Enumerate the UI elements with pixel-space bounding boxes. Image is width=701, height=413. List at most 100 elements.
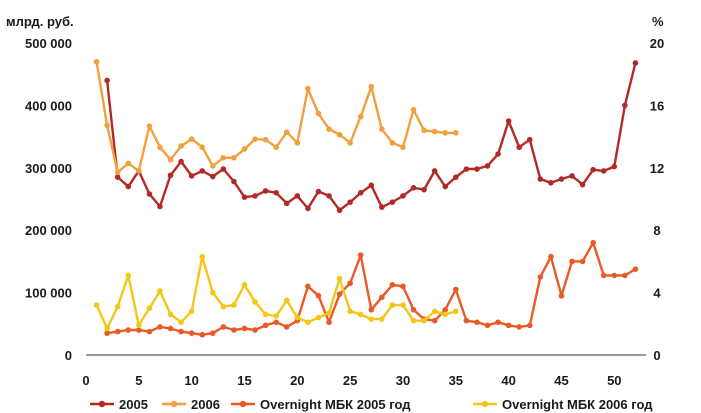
- right-tick-label: 0: [653, 348, 660, 363]
- series-2-point: [410, 306, 417, 313]
- series-2-point: [495, 319, 501, 326]
- series-3-point: [188, 308, 195, 315]
- series-2-point: [484, 322, 491, 329]
- right-tick-label: 4: [653, 286, 661, 301]
- legend-label: Overnight МБК 2005 год: [260, 397, 411, 412]
- series-2-point: [167, 325, 174, 332]
- series-2-point: [558, 292, 565, 299]
- series-3-point: [231, 302, 237, 308]
- series-1-point: [410, 106, 417, 113]
- series-0-point: [600, 168, 607, 174]
- right-tick-label: 20: [650, 36, 664, 51]
- series-0-point: [484, 163, 491, 169]
- series-3-point: [368, 316, 375, 322]
- legend-item-2: Overnight МБК 2005 год: [231, 397, 411, 412]
- legend: 2005 2006 Overnight МБК 2005 год Overnight …: [90, 397, 653, 412]
- series-1-point: [389, 140, 396, 146]
- series-2-point: [537, 274, 544, 280]
- series-0-point: [537, 176, 544, 182]
- series-2-point: [262, 322, 269, 329]
- series-0-point: [431, 168, 438, 174]
- series-2-point: [136, 327, 142, 333]
- series-2-point: [453, 286, 459, 293]
- series-3-point: [294, 314, 301, 321]
- series-1-point: [453, 130, 459, 136]
- series-2-point: [548, 253, 554, 260]
- series-2-point: [600, 272, 607, 279]
- series-3-point: [305, 319, 311, 326]
- series-0-point: [579, 181, 586, 188]
- series-3-point: [283, 297, 290, 304]
- series-3-point: [315, 314, 322, 321]
- series-0-point: [368, 182, 375, 189]
- series-0-point: [104, 77, 110, 84]
- series-2-point: [347, 280, 353, 287]
- x-tick-label: 10: [184, 373, 198, 388]
- series-1-point: [220, 155, 227, 161]
- series-2-point: [125, 327, 132, 333]
- series-1-point: [209, 163, 216, 169]
- series-1-point: [262, 136, 269, 143]
- series-0-point: [125, 183, 132, 190]
- series-3-point: [104, 325, 110, 332]
- legend-item-0: 2005: [90, 397, 148, 412]
- series-3-point: [178, 319, 184, 326]
- x-tick-label: 25: [343, 373, 357, 388]
- series-3-point: [262, 311, 269, 318]
- x-tick-label: 40: [501, 373, 515, 388]
- series-1-point: [442, 130, 449, 136]
- series-0-point: [421, 186, 427, 193]
- series-0-point: [463, 166, 470, 172]
- series-2-point: [622, 272, 628, 279]
- legend-item-3: Overnight МБК 2006 год: [473, 397, 653, 412]
- x-tick-label: 35: [449, 373, 463, 388]
- left-tick-label: 200 000: [25, 223, 72, 238]
- series-2-point: [231, 327, 237, 333]
- series-0-point: [495, 151, 501, 157]
- series-3-point: [442, 311, 449, 318]
- series-0-point: [199, 168, 206, 174]
- left-tick-label: 100 000: [25, 286, 72, 301]
- series-2-point: [505, 322, 512, 329]
- series-1-point: [93, 58, 100, 65]
- series-3-point: [252, 299, 258, 305]
- series-1-point: [368, 83, 375, 90]
- series-3-point: [167, 311, 174, 318]
- series-1-point: [252, 136, 258, 142]
- series-1-point: [305, 85, 311, 92]
- series-2-point: [357, 252, 364, 258]
- series-3-point: [421, 317, 427, 324]
- x-tick-label: 20: [290, 373, 304, 388]
- series-0-point: [590, 166, 596, 173]
- legend-swatch-marker: [239, 400, 247, 408]
- series-0-point: [379, 204, 385, 210]
- series-0-point: [157, 203, 163, 210]
- x-tick-label: 15: [237, 373, 251, 388]
- series-2-point: [474, 319, 480, 326]
- series-0-point: [622, 102, 628, 109]
- series-1-point: [157, 144, 163, 151]
- x-tick-label: 5: [135, 373, 142, 388]
- series-3-point: [209, 289, 216, 296]
- series-1-point: [241, 146, 248, 152]
- right-tick-label: 12: [650, 161, 664, 176]
- series-1-point: [114, 169, 121, 175]
- series-1-point: [188, 136, 195, 142]
- series-0-point: [146, 191, 153, 197]
- series-2-point: [305, 283, 311, 290]
- series-0-point: [516, 144, 523, 151]
- series-0-point: [315, 188, 322, 195]
- series-0-point: [220, 166, 227, 172]
- legend-swatch-marker: [98, 400, 106, 408]
- legend-item-1: 2006: [162, 397, 220, 412]
- series-3-point: [136, 322, 142, 329]
- series-0-point: [178, 158, 184, 165]
- series-2-point: [569, 258, 575, 265]
- series-1-point: [379, 126, 385, 132]
- left-tick-label: 400 000: [25, 98, 72, 113]
- series-2-point: [579, 258, 586, 265]
- series-2-point: [315, 292, 322, 299]
- series-1: [93, 58, 459, 175]
- series-3-point: [400, 302, 406, 308]
